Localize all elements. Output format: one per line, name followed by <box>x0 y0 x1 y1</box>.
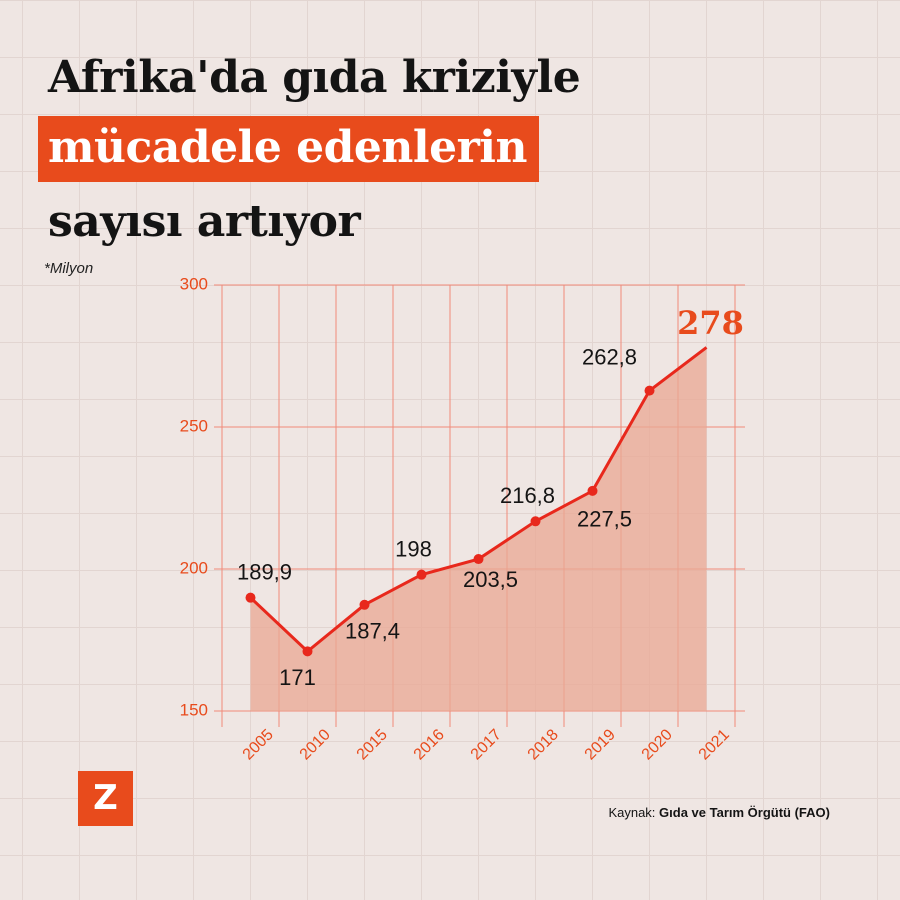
x-tick-label: 2020 <box>639 726 676 763</box>
source-label: Kaynak: <box>608 805 656 820</box>
x-tick-label: 2016 <box>411 726 448 763</box>
unit-note: *Milyon <box>44 260 94 277</box>
value-label: 189,9 <box>237 559 292 584</box>
value-label: 203,5 <box>463 567 518 592</box>
x-tick-label: 2019 <box>582 726 619 763</box>
area <box>250 347 707 711</box>
title-line: sayısı artıyor <box>48 196 361 247</box>
y-tick-label: 200 <box>180 558 208 577</box>
x-tick-label: 2010 <box>297 726 334 763</box>
y-tick-label: 250 <box>180 416 208 435</box>
point <box>644 385 655 396</box>
title-line: Afrika'da gıda kriziyle <box>48 52 581 103</box>
point <box>359 599 370 610</box>
value-label: 216,8 <box>500 483 555 508</box>
value-label: 278 <box>677 304 744 342</box>
x-tick-label: 2021 <box>696 726 733 763</box>
point <box>245 592 256 603</box>
value-label: 171 <box>279 665 316 690</box>
source: Kaynak: Gıda ve Tarım Örgütü (FAO) <box>608 805 830 820</box>
source-name: Gıda ve Tarım Örgütü (FAO) <box>659 805 830 820</box>
value-label: 262,8 <box>582 344 637 369</box>
x-tick-label: 2017 <box>468 726 505 763</box>
y-tick-label: 300 <box>180 274 208 293</box>
x-tick-label: 2005 <box>240 726 277 763</box>
point <box>530 516 541 527</box>
value-label: 187,4 <box>345 619 400 644</box>
point <box>587 485 598 496</box>
x-tick-label: 2018 <box>525 726 562 763</box>
point <box>302 646 313 657</box>
y-tick-label: 150 <box>180 700 208 719</box>
logo: Z <box>78 771 133 826</box>
value-label: 227,5 <box>577 507 632 532</box>
value-label: 198 <box>395 536 432 561</box>
x-tick-label: 2015 <box>354 726 391 763</box>
title-line-highlight: mücadele edenlerin <box>38 116 539 182</box>
point <box>473 554 484 565</box>
point <box>416 569 427 580</box>
